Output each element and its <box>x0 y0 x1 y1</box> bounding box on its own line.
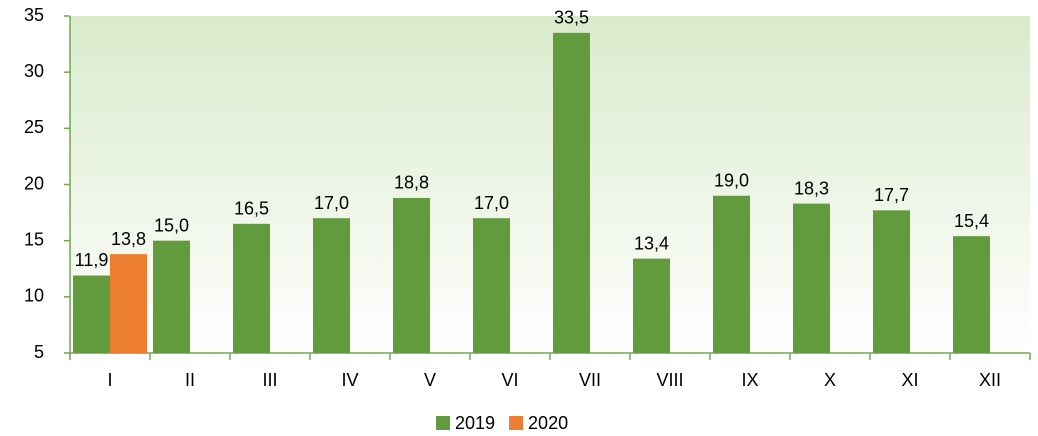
y-tick-label: 5 <box>34 342 44 362</box>
value-label: 15,4 <box>954 211 989 231</box>
bar <box>393 197 430 353</box>
value-label: 13,8 <box>111 229 146 249</box>
bar <box>473 218 510 353</box>
x-tick-label: X <box>824 370 836 390</box>
legend-swatch <box>509 416 524 430</box>
bar <box>110 254 147 353</box>
bar <box>73 275 110 353</box>
x-tick-label: V <box>424 370 436 390</box>
legend-label: 2020 <box>528 413 568 433</box>
x-tick-label: IX <box>741 370 758 390</box>
y-tick-label: 20 <box>24 173 44 193</box>
y-tick-label: 35 <box>24 5 44 25</box>
bar <box>233 223 270 353</box>
bar <box>553 32 590 353</box>
y-tick-label: 15 <box>24 229 44 249</box>
x-tick-label: XII <box>979 370 1001 390</box>
bar <box>313 218 350 353</box>
x-tick-label: VI <box>501 370 518 390</box>
value-label: 15,0 <box>154 215 189 235</box>
value-label: 13,4 <box>634 233 669 253</box>
legend-label: 2019 <box>455 413 495 433</box>
value-label: 17,0 <box>474 193 509 213</box>
value-label: 11,9 <box>75 250 109 270</box>
x-tick-label: III <box>262 370 277 390</box>
value-label: 18,3 <box>794 178 829 198</box>
value-label: 33,5 <box>554 8 589 28</box>
bar <box>873 210 910 353</box>
plot-background <box>70 16 1030 353</box>
bar <box>633 258 670 353</box>
legend-swatch <box>436 416 450 430</box>
value-label: 16,5 <box>234 199 269 219</box>
bar <box>793 203 830 353</box>
y-tick-label: 30 <box>24 61 44 81</box>
x-tick-label: VIII <box>656 370 683 390</box>
value-label: 19,0 <box>714 170 749 190</box>
x-tick-label: IV <box>341 370 358 390</box>
bar <box>953 236 990 353</box>
y-tick-label: 25 <box>24 117 44 137</box>
x-tick-label: I <box>107 370 112 390</box>
y-tick-label: 10 <box>24 286 44 306</box>
bar <box>153 240 190 353</box>
value-label: 18,8 <box>394 173 429 193</box>
bar <box>713 195 750 353</box>
value-label: 17,7 <box>874 185 909 205</box>
x-tick-label: II <box>185 370 195 390</box>
x-tick-label: VII <box>579 370 601 390</box>
x-tick-label: XI <box>901 370 918 390</box>
value-label: 17,0 <box>314 193 349 213</box>
